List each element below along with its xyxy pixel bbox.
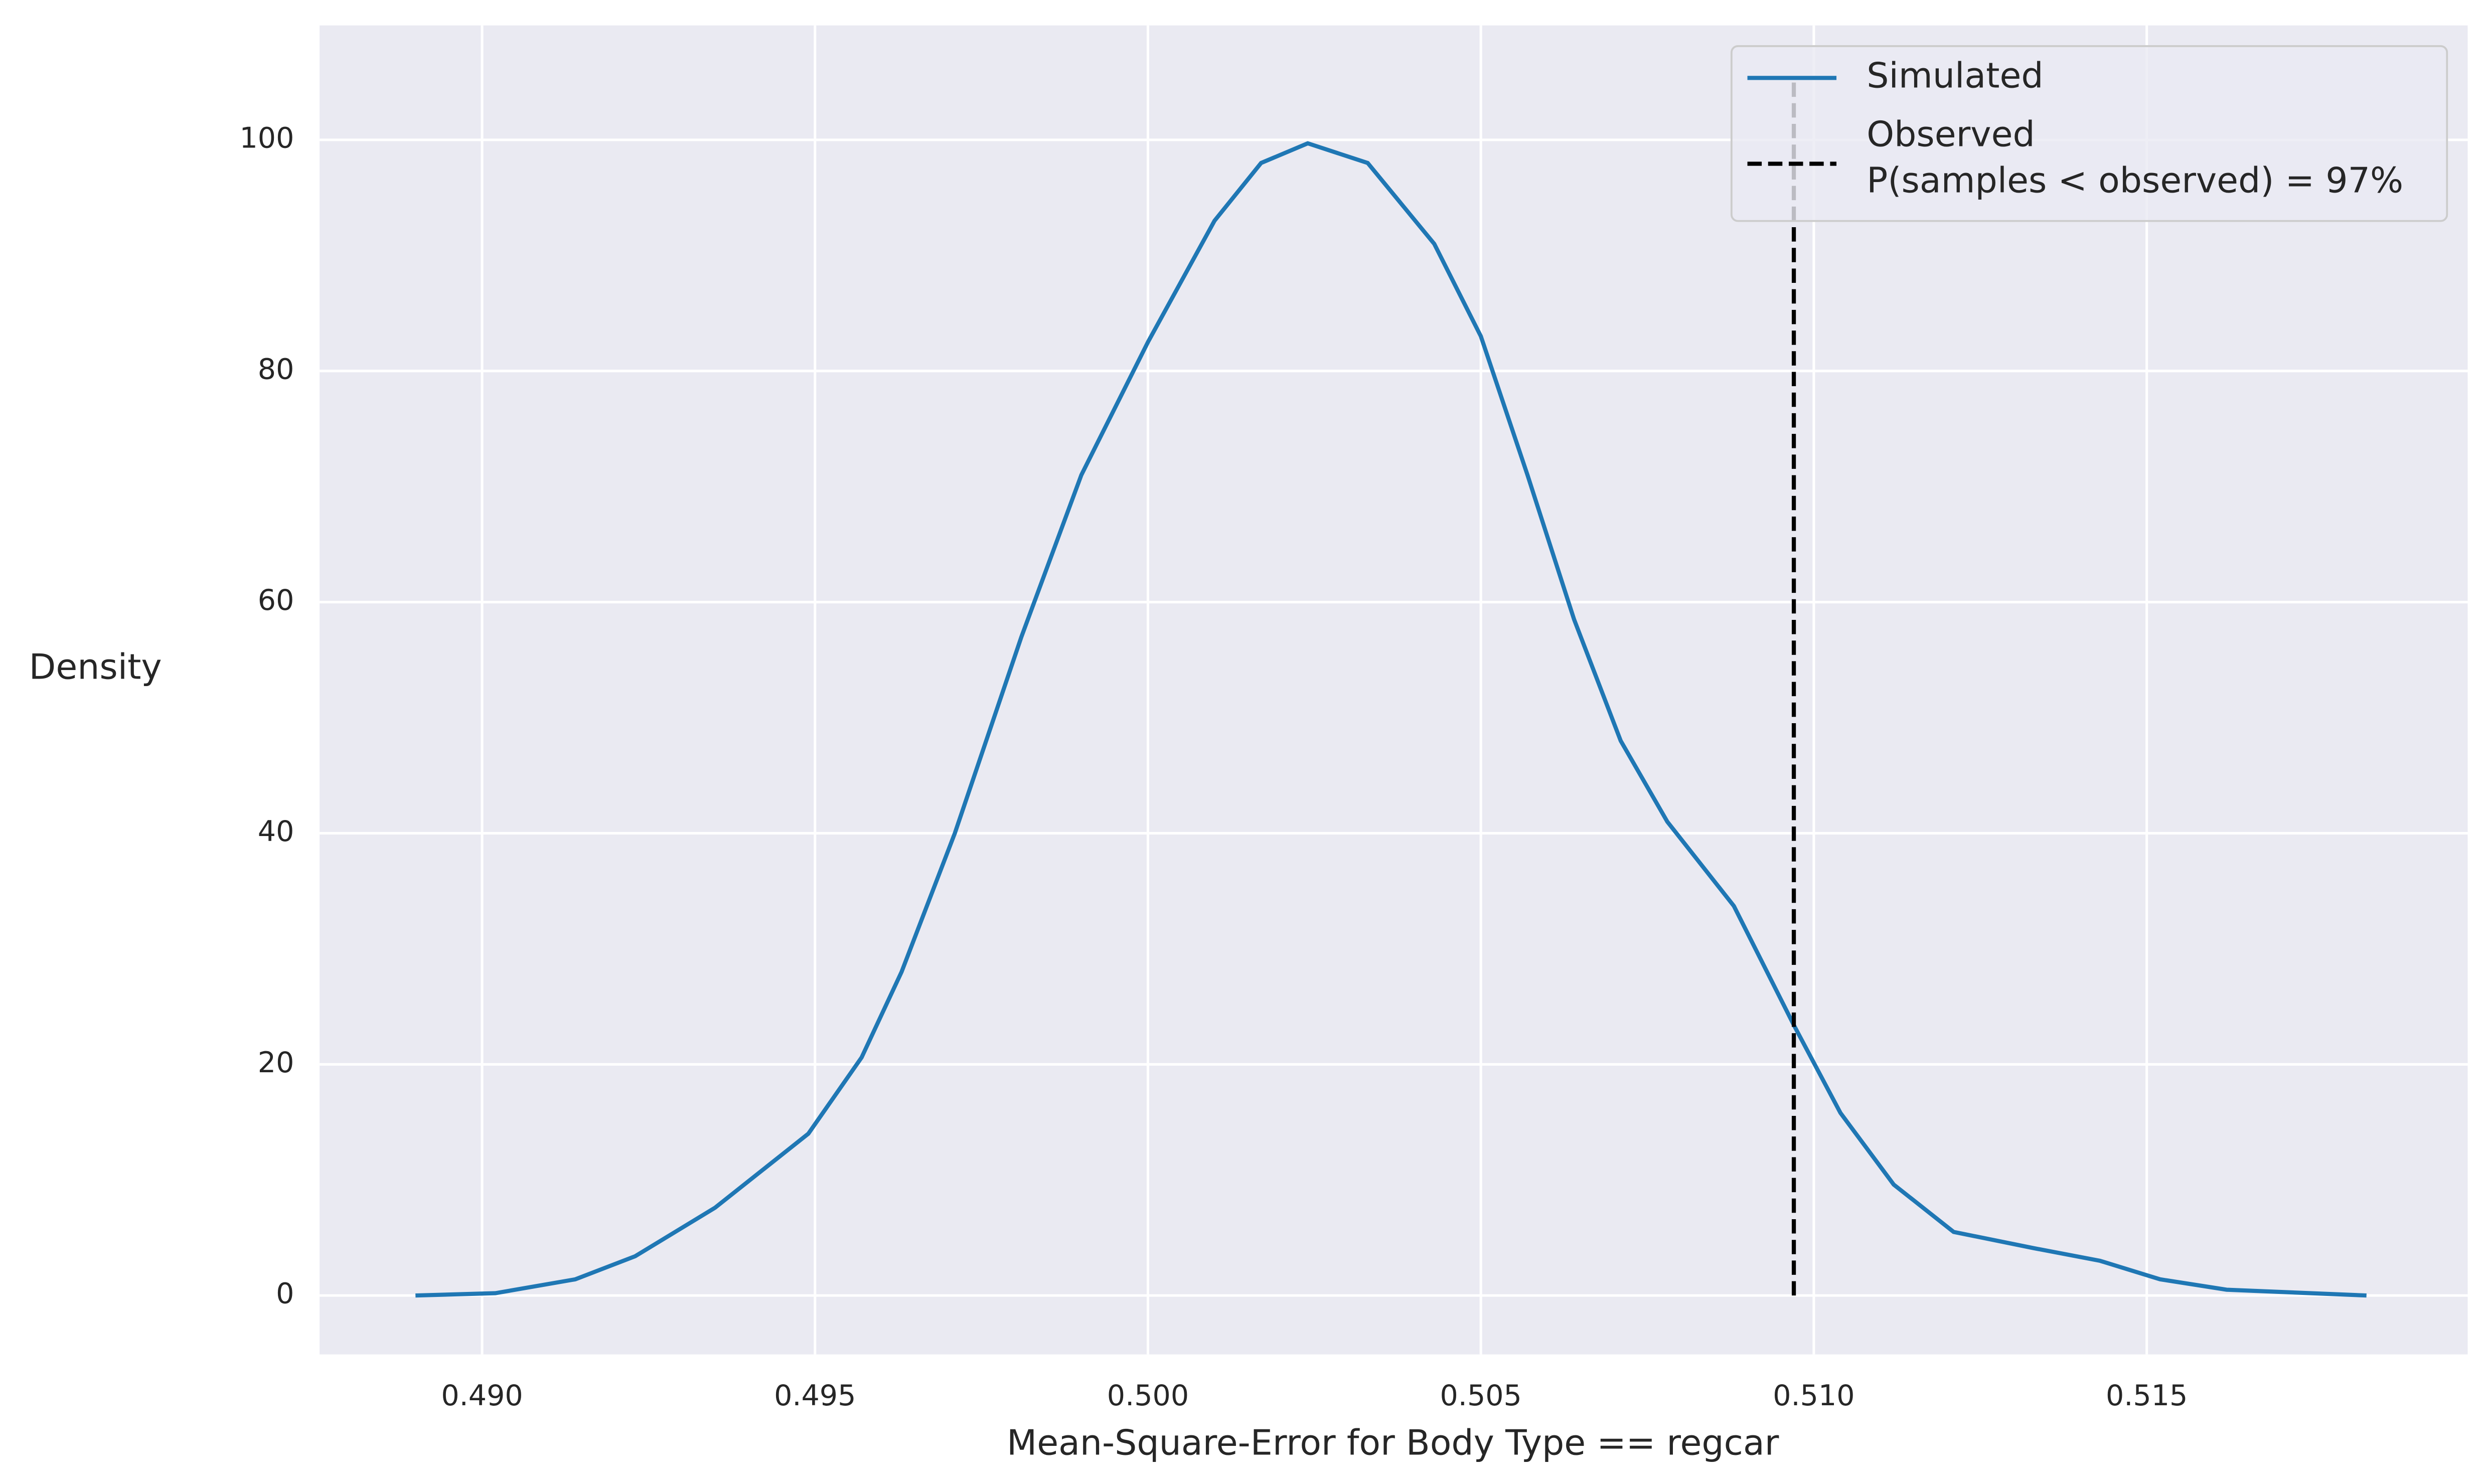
y-tick-label: 0 bbox=[276, 1277, 294, 1310]
legend-box bbox=[1730, 45, 2448, 222]
x-tick-label: 0.490 bbox=[441, 1379, 523, 1412]
grid bbox=[320, 25, 2468, 1355]
y-axis-label: Density bbox=[29, 647, 162, 688]
y-tick-label: 80 bbox=[258, 353, 294, 386]
x-tick-label: 0.510 bbox=[1773, 1379, 1854, 1412]
labels: 0.490 0.495 0.500 0.505 0.510 0.515 0 20 40 60 80 1… bbox=[240, 121, 2188, 1412]
x-tick-label: 0.505 bbox=[1440, 1379, 1522, 1412]
y-tick-label: 20 bbox=[258, 1046, 294, 1079]
y-tick-label: 40 bbox=[258, 815, 294, 848]
x-tick-label: 0.515 bbox=[2106, 1379, 2188, 1412]
x-axis-label: Mean-Square-Error for Body Type == regca… bbox=[1007, 1422, 1779, 1463]
density-line bbox=[415, 141, 2367, 1298]
y-tick-label: 100 bbox=[240, 121, 294, 154]
y-tick-label: 60 bbox=[258, 584, 294, 617]
legend-label: Observed P(samples < observed) = 97% bbox=[1867, 114, 2403, 201]
marks bbox=[415, 82, 2367, 1298]
x-tick-label: 0.495 bbox=[774, 1379, 856, 1412]
plot-background bbox=[320, 25, 2468, 1355]
legend-label: Simulated bbox=[1867, 55, 2043, 96]
x-tick-label: 0.500 bbox=[1107, 1379, 1189, 1412]
legend: Simulated Observed P(samples < observed) =… bbox=[1730, 45, 2448, 222]
